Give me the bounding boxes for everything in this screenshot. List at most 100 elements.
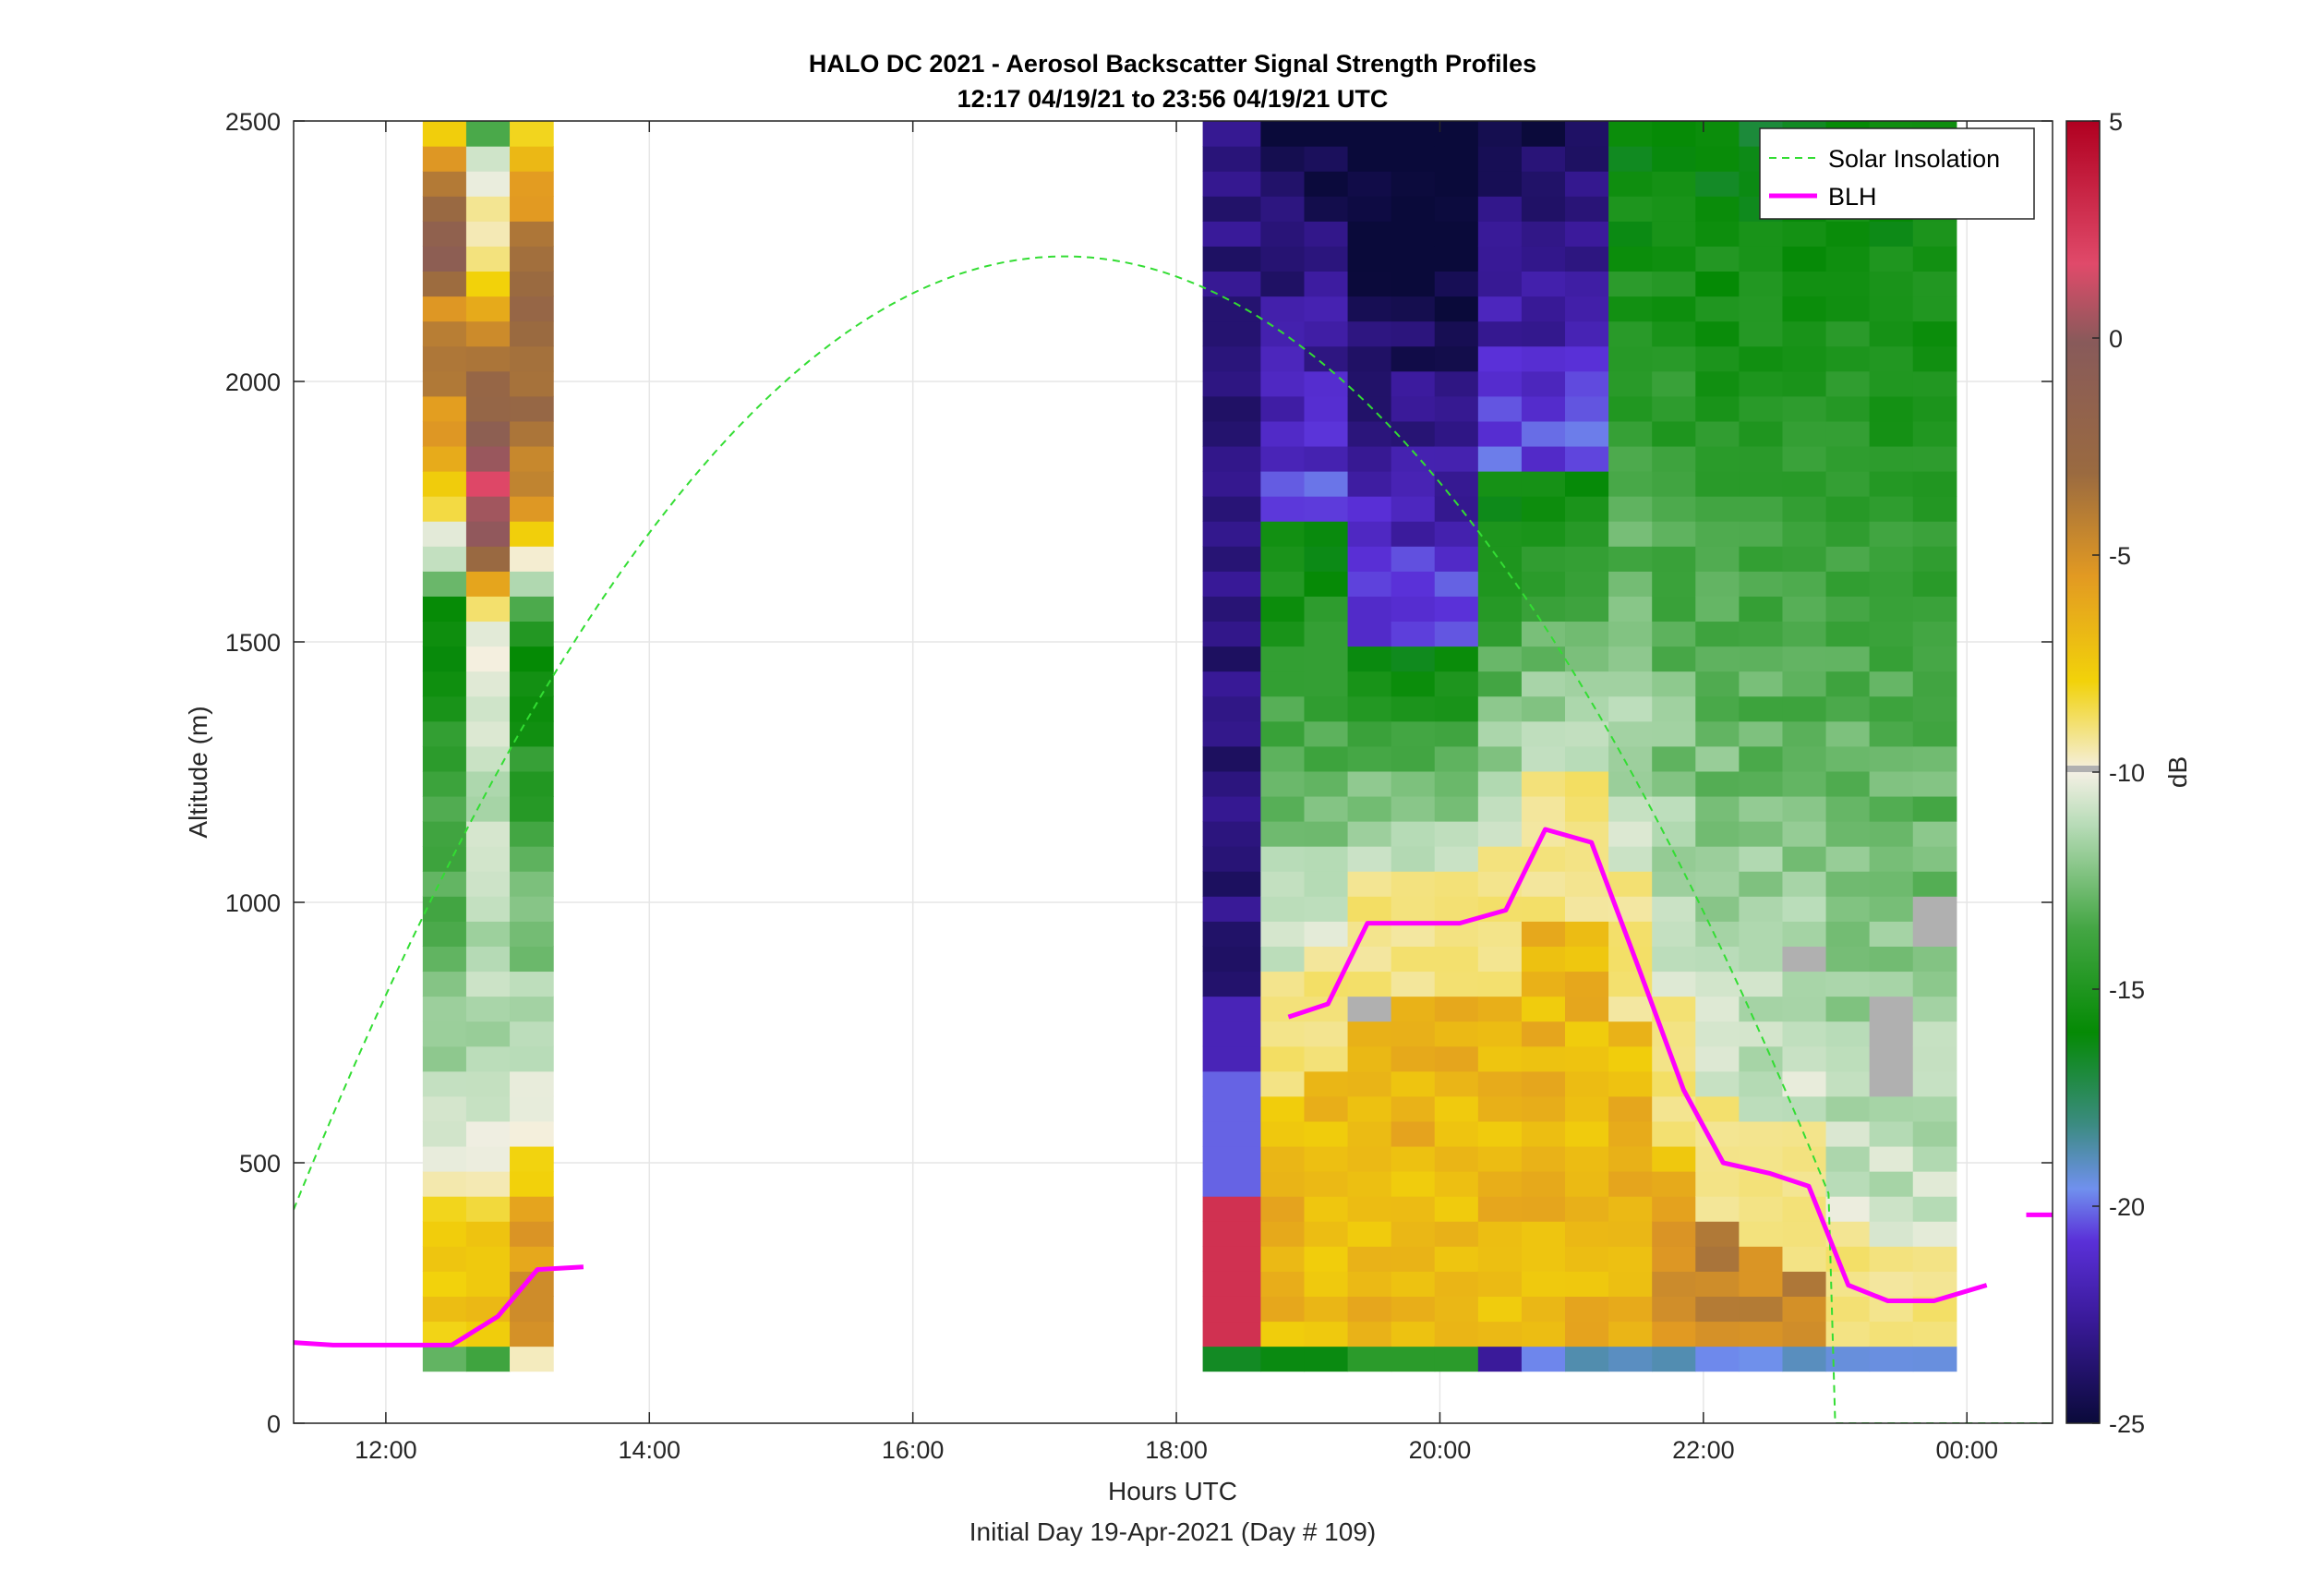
heatmap-cell — [1477, 671, 1523, 697]
chart-title: HALO DC 2021 - Aerosol Backscatter Signa… — [809, 50, 1536, 78]
heatmap-cell — [510, 171, 554, 197]
heatmap-cell — [1782, 695, 1827, 722]
heatmap-cell — [1477, 521, 1523, 547]
heatmap-cell — [422, 720, 467, 747]
heatmap-cell — [1912, 370, 1957, 397]
heatmap-cell — [1202, 171, 1261, 197]
heatmap-cell — [1391, 770, 1436, 797]
heatmap-cell — [1869, 671, 1914, 697]
heatmap-cell — [1391, 1346, 1436, 1372]
heatmap-cell — [1202, 971, 1261, 997]
heatmap-cell — [1202, 546, 1261, 572]
heatmap-cell — [1825, 521, 1871, 547]
heatmap-cell — [1739, 1321, 1784, 1347]
heatmap-cell — [1521, 121, 1566, 147]
heatmap-cell — [1434, 320, 1479, 347]
heatmap-cell — [1825, 846, 1871, 872]
heatmap-cell — [1869, 370, 1914, 397]
heatmap-cell — [465, 896, 511, 922]
heatmap-cell — [1521, 1095, 1566, 1122]
y-axis: 0 500 1000 1500 2000 2500 — [225, 108, 2053, 1438]
heatmap-cell — [1825, 695, 1871, 722]
heatmap-cell — [1825, 646, 1871, 672]
heatmap-cell — [465, 1221, 511, 1247]
heatmap-cell — [1695, 345, 1740, 372]
heatmap-cell — [465, 621, 511, 647]
heatmap-cell — [1652, 1346, 1696, 1372]
heatmap-cell — [422, 221, 467, 247]
heatmap-cell — [1869, 596, 1914, 622]
heatmap-cell — [1434, 1271, 1479, 1297]
heatmap-cell — [1434, 1296, 1479, 1323]
heatmap-cell — [1202, 996, 1261, 1022]
heatmap-cell — [422, 521, 467, 547]
heatmap-cell — [1565, 420, 1609, 447]
heatmap-cell — [1825, 345, 1871, 372]
x-axis-label: Hours UTC — [1108, 1477, 1237, 1505]
heatmap-cell — [1608, 320, 1653, 347]
heatmap-cell — [1565, 471, 1609, 497]
heatmap-cell — [1391, 1271, 1436, 1297]
heatmap-cell — [1739, 971, 1784, 997]
heatmap-cell — [1347, 345, 1392, 372]
heatmap-cell — [1521, 1196, 1566, 1222]
heatmap-cell — [1912, 395, 1957, 422]
heatmap-cell — [1391, 745, 1436, 772]
heatmap-cell — [1304, 370, 1349, 397]
y-axis-label: Altitude (m) — [184, 706, 212, 838]
heatmap-cell — [465, 320, 511, 347]
heatmap-cell — [1304, 770, 1349, 797]
heatmap-cell — [1304, 1120, 1349, 1147]
heatmap-cell — [1477, 1221, 1523, 1247]
blh-line — [294, 1264, 584, 1347]
heatmap-cell — [1521, 471, 1566, 497]
heatmap-cell — [1912, 1045, 1957, 1072]
heatmap-cell — [1739, 745, 1784, 772]
heatmap-cell — [1869, 221, 1914, 247]
heatmap-cell — [1434, 221, 1479, 247]
heatmap-cell — [1260, 471, 1306, 497]
heatmap-cell — [1391, 221, 1436, 247]
heatmap-cell — [1825, 946, 1871, 973]
heatmap-cell — [1347, 720, 1392, 747]
heatmap-cell — [1202, 1095, 1261, 1122]
heatmap-cell — [1652, 596, 1696, 622]
heatmap-cell — [422, 571, 467, 597]
heatmap-cell — [1565, 1321, 1609, 1347]
heatmap-cell — [1521, 646, 1566, 672]
heatmap-cell — [1521, 971, 1566, 997]
heatmap-cell — [1869, 1196, 1914, 1222]
heatmap-cell — [1565, 496, 1609, 522]
heatmap-cell — [1739, 1246, 1784, 1272]
heatmap-cell — [1434, 1120, 1479, 1147]
heatmap-cell — [1565, 1296, 1609, 1323]
heatmap-cell — [1521, 621, 1566, 647]
heatmap-cell — [1825, 971, 1871, 997]
heatmap-cell — [422, 946, 467, 973]
heatmap-cell — [1347, 445, 1392, 472]
heatmap-cell — [1434, 821, 1479, 847]
heatmap-cell — [1912, 345, 1957, 372]
heatmap-cell — [1202, 1045, 1261, 1072]
heatmap-cell — [1477, 320, 1523, 347]
heatmap-cell — [1477, 1120, 1523, 1147]
x-axis: 12:00 14:00 16:00 18:00 20:00 22:00 00:00 — [355, 121, 1998, 1464]
heatmap-cell — [1347, 1070, 1392, 1097]
heatmap-cell — [1652, 271, 1696, 297]
heatmap-cell — [1521, 1221, 1566, 1247]
heatmap-cell — [1782, 1246, 1827, 1272]
heatmap-cell — [1739, 596, 1784, 622]
heatmap-cell — [1869, 946, 1914, 973]
y-tick-label: 1500 — [225, 629, 281, 657]
heatmap-cell — [1912, 1221, 1957, 1247]
heatmap-cell — [1304, 720, 1349, 747]
heatmap-cell — [1521, 996, 1566, 1022]
heatmap-cell — [1695, 1246, 1740, 1272]
heatmap-cell — [1695, 546, 1740, 572]
heatmap-cell — [1608, 1296, 1653, 1323]
y-tick-label: 0 — [267, 1410, 281, 1438]
colorbar: -25 -20 -15 -10 -5 0 5 dB — [2065, 108, 2192, 1438]
heatmap-cell — [1260, 1070, 1306, 1097]
heatmap-cell — [510, 395, 554, 422]
